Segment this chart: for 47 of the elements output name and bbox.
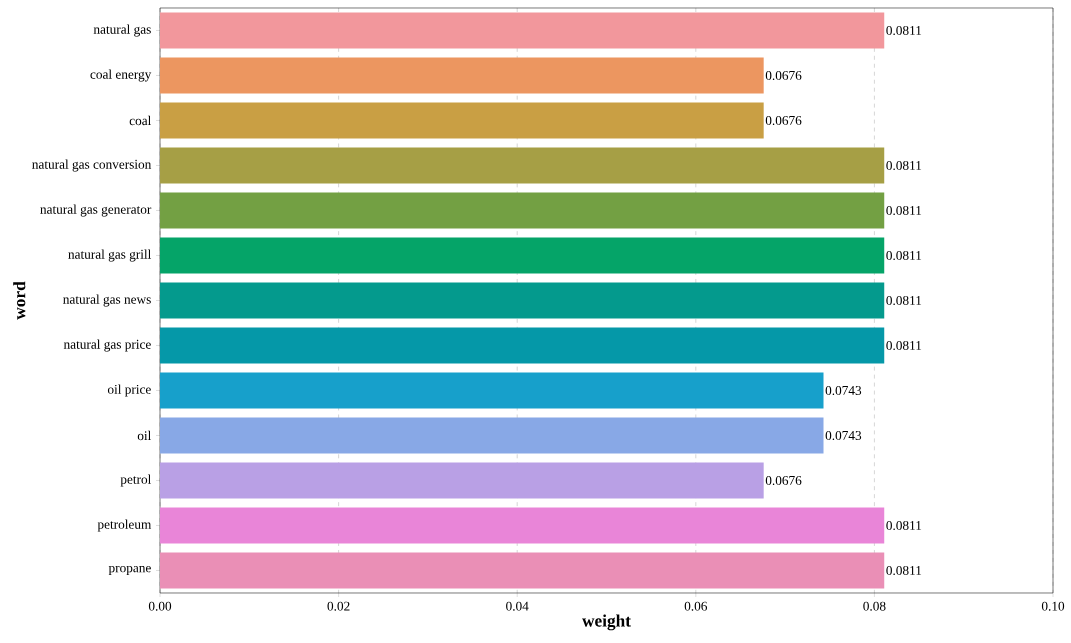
data-label: 0.0811 <box>886 295 922 305</box>
bar <box>160 417 824 454</box>
bar <box>160 327 885 364</box>
data-label: 0.0811 <box>886 25 922 35</box>
y-tick-label: petrol <box>120 474 152 487</box>
y-tick-label: oil price <box>107 384 151 397</box>
bar <box>160 507 885 544</box>
bar <box>160 552 885 589</box>
data-label: 0.0811 <box>886 565 922 575</box>
y-axis-title: word <box>13 281 26 320</box>
y-tick-label: natural gas conversion <box>32 159 152 172</box>
y-tick-label: coal <box>129 115 152 126</box>
data-label: 0.0743 <box>825 385 862 395</box>
data-label: 0.0811 <box>886 250 922 260</box>
bar <box>160 12 885 49</box>
y-tick-label: petroleum <box>97 519 152 532</box>
data-label: 0.0743 <box>825 430 862 440</box>
y-tick-label: natural gas news <box>63 294 151 307</box>
bar <box>160 147 885 184</box>
data-label: 0.0676 <box>765 115 802 125</box>
data-label: 0.0811 <box>886 205 922 215</box>
x-tick-label: 0.04 <box>506 601 529 611</box>
y-tick-label: propane <box>108 565 151 576</box>
y-tick-label: natural gas <box>93 24 151 37</box>
y-tick-label: oil <box>137 430 152 441</box>
data-label: 0.0676 <box>765 70 802 80</box>
y-tick-label: natural gas generator <box>40 204 152 217</box>
bar <box>160 57 764 94</box>
bar <box>160 462 764 499</box>
bar <box>160 372 824 409</box>
data-label: 0.0676 <box>765 475 802 485</box>
x-axis-title: weight <box>582 614 631 631</box>
bar <box>160 192 885 229</box>
bar <box>160 282 885 319</box>
y-tick-label: coal energy <box>90 69 152 82</box>
x-tick-label: 0.06 <box>684 601 708 611</box>
bar <box>160 102 764 139</box>
data-label: 0.0811 <box>886 160 922 170</box>
y-tick-label: natural gas price <box>63 339 151 352</box>
bar <box>160 237 885 274</box>
x-tick-label: 0.00 <box>148 601 172 611</box>
data-label: 0.0811 <box>886 520 922 530</box>
x-tick-label: 0.08 <box>863 601 886 611</box>
data-label: 0.0811 <box>886 340 922 350</box>
y-tick-label: natural gas grill <box>68 249 152 262</box>
x-tick-label: 0.02 <box>327 601 350 611</box>
x-tick-label: 0.10 <box>1041 601 1065 611</box>
